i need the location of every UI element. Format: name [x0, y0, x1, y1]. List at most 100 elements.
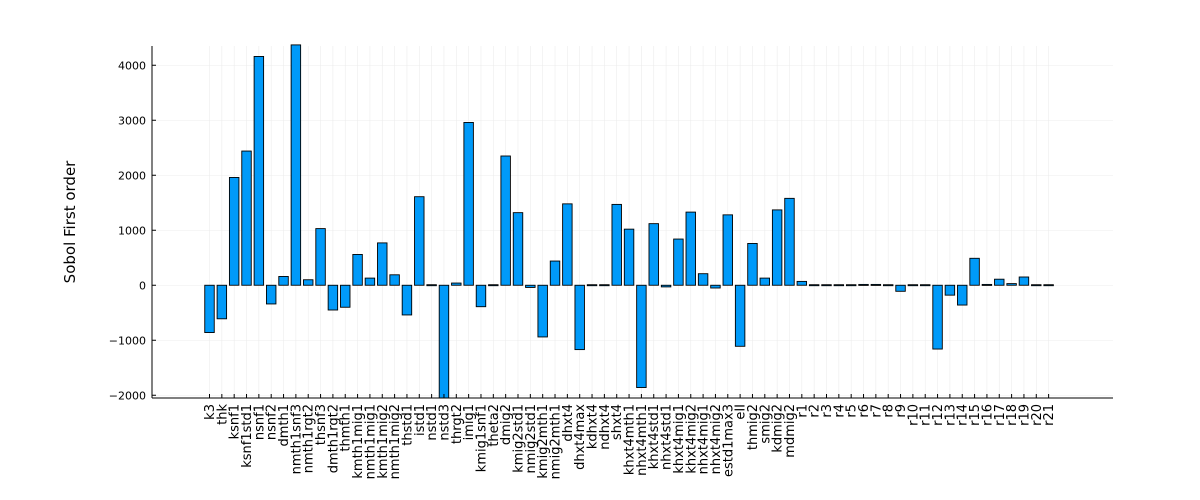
- x-tick-label: nhxt4std1: [660, 404, 675, 470]
- x-tick-label: imig1: [462, 404, 477, 440]
- x-tick-label: nmth1mig2: [388, 404, 403, 479]
- x-tick-label: r15: [968, 404, 983, 426]
- x-tick-label: nstd1: [425, 404, 440, 441]
- bar-nhxt4std1: [660, 284, 672, 288]
- x-tick-label: mdmig2: [783, 404, 798, 458]
- bar-dmth1rgt2: [327, 284, 339, 311]
- bar-khxt4std1: [648, 223, 659, 286]
- x-tick-label: r9: [894, 404, 909, 418]
- bar-r18: [1006, 283, 1017, 286]
- x-tick-label: eII: [734, 404, 749, 420]
- bar-kmig2std1: [512, 212, 524, 286]
- bar-r16: [981, 283, 993, 286]
- x-tick-label: r21: [1042, 404, 1057, 426]
- x-tick-label: k3: [203, 404, 218, 420]
- bar-k3: [204, 284, 215, 333]
- bar-thsnf3: [315, 228, 326, 286]
- bar-thrgt2: [451, 282, 462, 286]
- x-tick-label: nmth1snf3: [289, 404, 304, 474]
- bar-dmig2: [500, 155, 511, 286]
- x-tick-label: dmig2: [499, 404, 514, 445]
- bar-kmth1mig2: [377, 242, 388, 286]
- bar-istd1: [414, 196, 425, 286]
- bar-nhxt4mig1: [697, 273, 709, 286]
- x-tick-label: nmig2mth1: [549, 404, 564, 479]
- bar-khxt4mig1: [673, 238, 684, 286]
- x-tick-label: nmth1mig1: [363, 404, 378, 479]
- bar-r1: [796, 280, 808, 286]
- x-tick-label: r20: [1030, 404, 1045, 426]
- y-tick-labels: −2000 −1000 0 1000 2000 3000 4000: [109, 59, 146, 402]
- x-tick-label: r7: [869, 404, 884, 418]
- bar-r7: [870, 283, 882, 286]
- bar-nsnf1: [253, 56, 265, 286]
- x-tick-label: r19: [1017, 404, 1032, 426]
- x-tick-label: nhxt4mth1: [635, 404, 650, 476]
- bar-nmig2std1: [525, 284, 536, 288]
- x-tick-label: dmth1: [277, 404, 292, 447]
- x-tick-label: r13: [943, 404, 958, 426]
- x-tick-label: kdhxt4: [586, 404, 601, 449]
- bar-thmig2: [747, 242, 758, 286]
- x-tick-label: dmth1rgt2: [326, 404, 341, 473]
- x-tick-label: r18: [1005, 404, 1020, 426]
- x-tick-label: nhxt4mig2: [709, 404, 724, 474]
- y-tick-label: 0: [139, 279, 146, 292]
- x-tick-label: ndhxt4: [598, 404, 613, 450]
- x-tick-label: khxt4std1: [647, 404, 662, 469]
- x-tick-label: ksnf1std1: [240, 404, 255, 468]
- x-tick-label: dhxt4: [561, 404, 576, 442]
- bar-r12: [932, 284, 943, 350]
- bar-nmth1mig2: [389, 274, 400, 286]
- bar-smig2: [759, 277, 770, 286]
- bar-nmth1mig1: [364, 277, 376, 286]
- bar-dhxt4max: [574, 284, 585, 351]
- x-tick-label: r11: [919, 404, 934, 426]
- x-tick-label: r4: [832, 404, 847, 418]
- x-tick-label: nmth1rgt2: [302, 404, 317, 473]
- x-tick-label: shxt4: [610, 404, 625, 440]
- bar-nmth1rgt2: [303, 279, 314, 286]
- bar-kmig1snf1: [475, 284, 487, 308]
- bar-nmig2mth1: [549, 260, 561, 286]
- x-tick-label: ksnf1: [228, 404, 243, 439]
- x-tick-label: khxt4mig1: [672, 404, 687, 474]
- axes-group: [151, 46, 1113, 399]
- bar-khxt4mig2: [685, 211, 696, 286]
- x-tick-label: nhxt4mig1: [697, 404, 712, 474]
- x-tick-label: r14: [956, 404, 971, 426]
- bar-thmth1: [340, 284, 351, 308]
- x-tick-label: nsnf2: [265, 404, 280, 440]
- bar-dhxt4: [562, 203, 573, 286]
- bar-ksnf1: [228, 176, 240, 286]
- bar-kmth1mig1: [352, 253, 363, 286]
- bar-khxt4mth1: [623, 228, 635, 286]
- bar-r6: [858, 283, 869, 286]
- bar-nhxt4mig2: [710, 284, 721, 289]
- bar-r14: [957, 284, 968, 306]
- x-tick-label: thrgt2: [450, 404, 465, 444]
- bar-r11: [920, 284, 931, 287]
- bar-kdhxt4: [586, 284, 598, 287]
- bar-imig1: [463, 121, 474, 286]
- x-tick-label: r5: [845, 404, 860, 418]
- x-tick-label: kdmig2: [771, 404, 786, 453]
- bar-shxt4: [611, 203, 622, 286]
- bar-ndhxt4: [599, 284, 610, 287]
- x-tick-label: thmth1: [339, 404, 354, 452]
- bar-r5: [845, 284, 857, 287]
- x-tick-label: r3: [820, 404, 835, 418]
- x-tick-label: nsnf1: [252, 404, 267, 440]
- x-tick-label: r8: [882, 404, 897, 418]
- bar-estd1max3: [722, 214, 733, 286]
- bar-kmig2mth1: [537, 284, 548, 338]
- x-tick-labels: k3thkksnf1ksnf1std1nsnf1nsnf2dmth1nmth1s…: [203, 404, 1057, 480]
- x-tick-label: thmig2: [746, 404, 761, 450]
- y-tick-label: 4000: [118, 59, 146, 72]
- x-tick-label: r6: [857, 404, 872, 418]
- bar-r19: [1018, 276, 1030, 286]
- y-tick-label: 3000: [118, 114, 146, 127]
- x-tick-label: theta2: [487, 404, 502, 447]
- bar-thk: [216, 284, 228, 320]
